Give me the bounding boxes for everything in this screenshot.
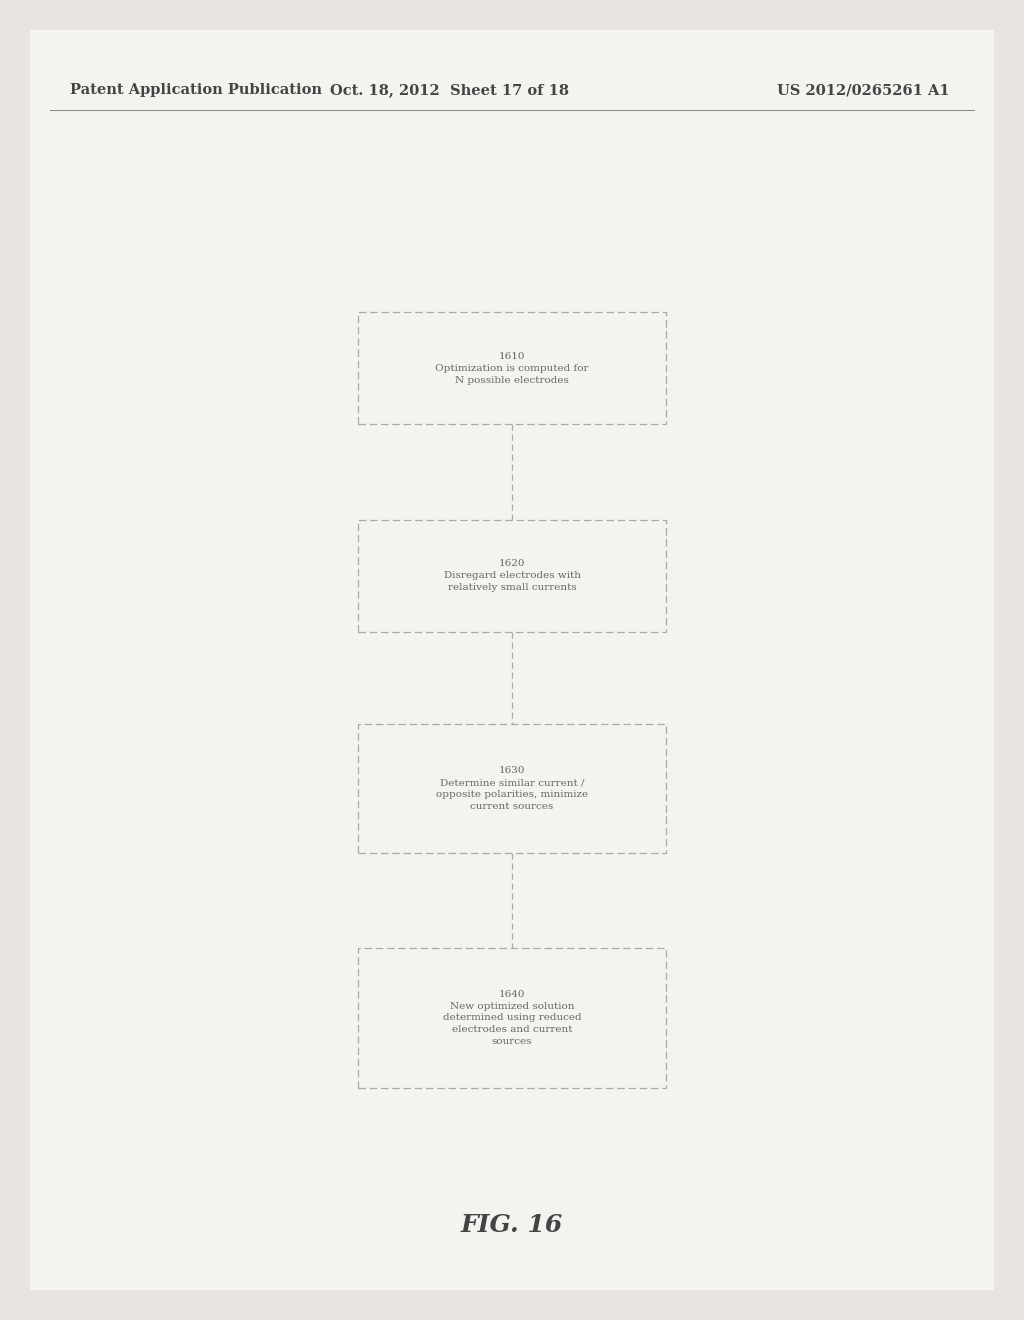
- Text: FIG. 16: FIG. 16: [461, 1213, 563, 1237]
- Text: 1620
Disregard electrodes with
relatively small currents: 1620 Disregard electrodes with relativel…: [443, 560, 581, 591]
- Text: Oct. 18, 2012  Sheet 17 of 18: Oct. 18, 2012 Sheet 17 of 18: [331, 83, 569, 96]
- Text: Patent Application Publication: Patent Application Publication: [70, 83, 322, 96]
- Bar: [358, 948, 666, 1088]
- Text: US 2012/0265261 A1: US 2012/0265261 A1: [777, 83, 950, 96]
- Bar: [358, 313, 666, 425]
- Text: 1610
Optimization is computed for
N possible electrodes: 1610 Optimization is computed for N poss…: [435, 352, 589, 384]
- Bar: [358, 723, 666, 853]
- Bar: [358, 520, 666, 631]
- Text: 1630
Determine similar current /
opposite polarities, minimize
current sources: 1630 Determine similar current / opposit…: [436, 766, 588, 810]
- Text: 1640
New optimized solution
determined using reduced
electrodes and current
sour: 1640 New optimized solution determined u…: [442, 990, 582, 1045]
